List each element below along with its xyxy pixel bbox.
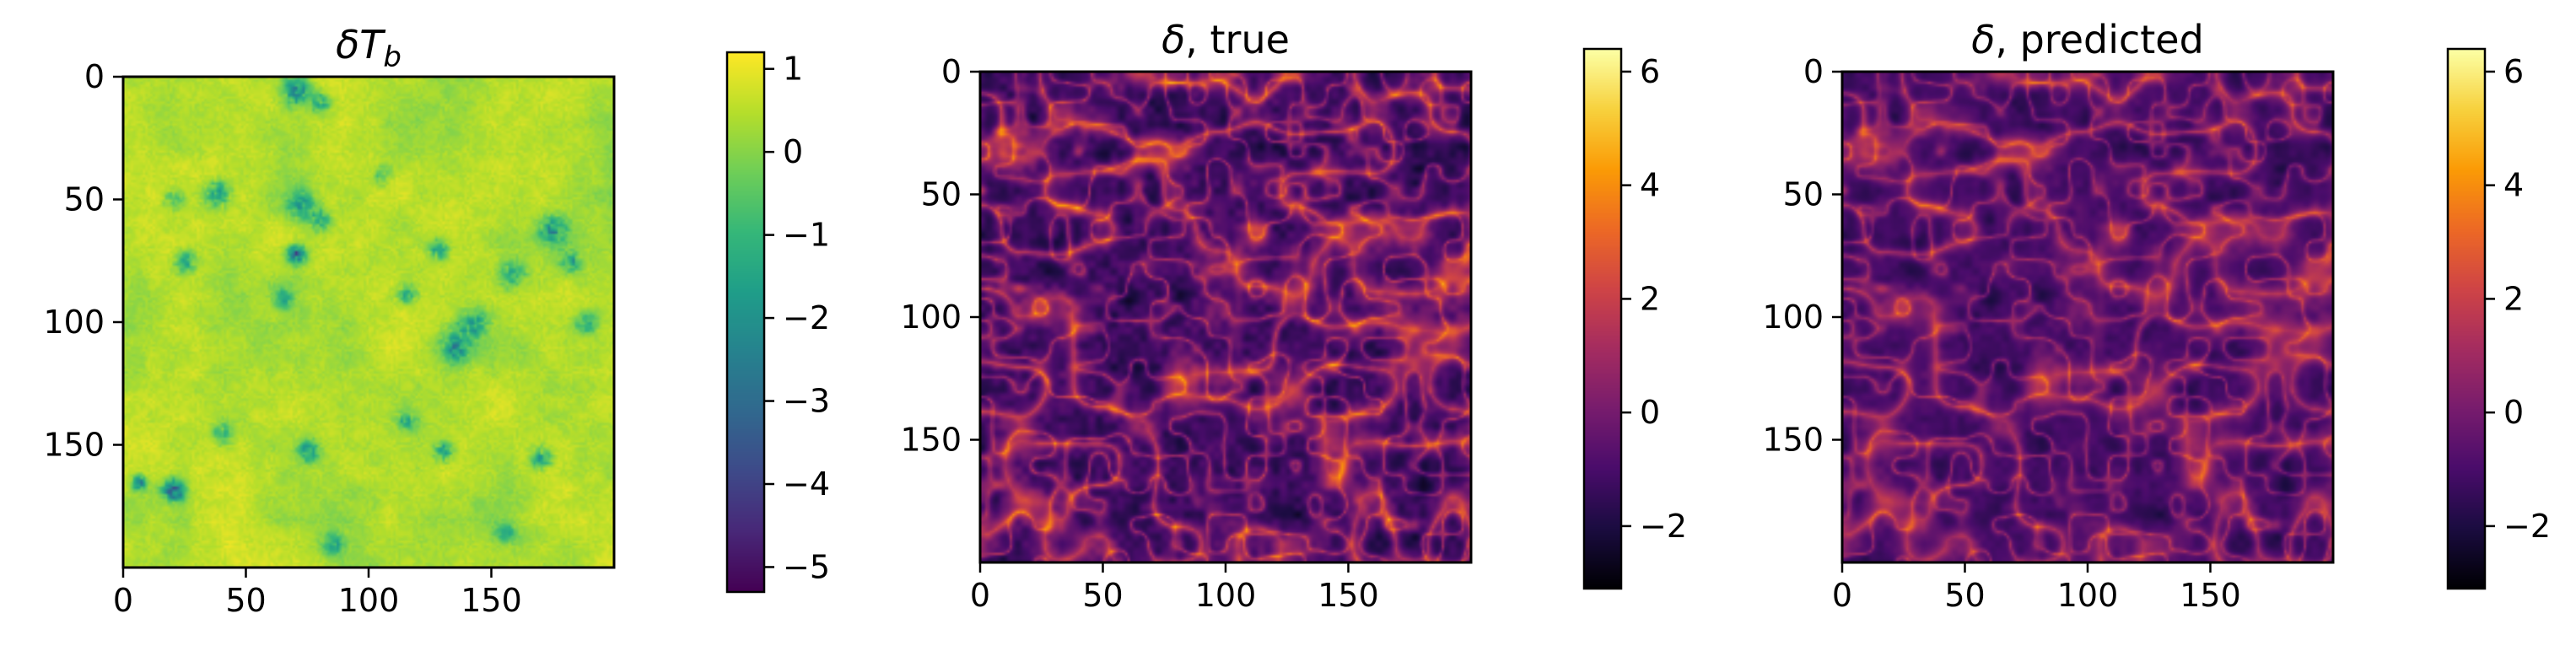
colorbar-tick-label: 6 (1640, 53, 1660, 90)
colorbar-tick-label: −4 (783, 465, 830, 503)
y-tick-label: 150 (1762, 422, 1824, 459)
colorbar-tick-label: −2 (2503, 508, 2551, 545)
panel-2: δ, true 0 50 100 150 0 50 100 150 6 4 2 0 −2 (900, 17, 1687, 614)
y-tick-label: 100 (43, 304, 105, 341)
y-tick-label: 50 (1783, 176, 1824, 213)
x-tick-label: 150 (2180, 577, 2241, 614)
x-tick-label: 150 (1318, 577, 1379, 614)
y-tick-label: 50 (921, 176, 962, 213)
y-tick-label: 100 (1762, 299, 1824, 336)
heatmap-image (123, 77, 614, 568)
colorbar-frame (2446, 47, 2487, 590)
title-rest: , predicted (1995, 17, 2203, 62)
x-tick-label: 150 (461, 582, 522, 619)
heatmap-image (1842, 72, 2333, 562)
colorbar-tick-label: 1 (783, 51, 803, 88)
x-tick-label: 0 (113, 582, 133, 619)
title-symbol: δ (1161, 17, 1185, 62)
colorbar-tick-label: 2 (1640, 280, 1660, 317)
panel-3: δ, predicted 0 50 100 150 0 50 100 150 6 4 2 0 −2 (1762, 17, 2551, 614)
title-subscript: b (383, 40, 401, 74)
colorbar-tick-label: 0 (1640, 394, 1660, 431)
colorbar-tick-label: −2 (783, 299, 830, 336)
y-tick-label: 50 (64, 181, 105, 218)
y-tick-label: 0 (941, 53, 962, 90)
y-tick-label: 0 (1803, 53, 1824, 90)
panel-1: δTb 0 50 100 150 0 50 100 150 1 0 −1 −2 −3 −4 −5 (43, 22, 830, 619)
colorbar-tick-label: 2 (2503, 280, 2524, 317)
title-main: δT (336, 22, 386, 67)
panel-title: δ, true (1161, 17, 1290, 62)
x-tick-label: 100 (1195, 577, 1257, 614)
x-tick-label: 100 (2057, 577, 2119, 614)
colorbar-tick-label: −5 (783, 548, 830, 585)
x-tick-label: 0 (970, 577, 990, 614)
colorbar-tick-label: 4 (1640, 167, 1660, 204)
colorbar-tick-label: −2 (1640, 508, 1687, 545)
colorbar-tick-label: 0 (2503, 394, 2524, 431)
colorbar-gradient (2448, 49, 2485, 589)
colorbar-tick-label: 6 (2503, 53, 2524, 90)
colorbar-frame (725, 51, 766, 594)
colorbar-tick-label: 0 (783, 133, 803, 170)
x-tick-label: 50 (1082, 577, 1123, 614)
y-tick-label: 150 (900, 422, 962, 459)
y-tick-label: 0 (84, 58, 105, 95)
x-tick-label: 50 (225, 582, 266, 619)
heatmap-image (980, 72, 1471, 562)
title-symbol: δ (1971, 17, 1995, 62)
x-tick-label: 100 (338, 582, 400, 619)
colorbar-tick-label: 4 (2503, 167, 2524, 204)
y-tick-label: 150 (43, 427, 105, 464)
colorbar-gradient (727, 52, 764, 592)
title-rest: , true (1185, 17, 1290, 62)
panel-title: δTb (336, 22, 401, 74)
colorbar-tick-label: −3 (783, 383, 830, 420)
panel-title: δ, predicted (1971, 17, 2204, 62)
y-tick-label: 100 (900, 299, 962, 336)
colorbar-tick-label: −1 (783, 217, 830, 254)
x-tick-label: 0 (1832, 577, 1852, 614)
colorbar-gradient (1584, 49, 1621, 589)
colorbar-frame (1582, 47, 1623, 590)
x-tick-label: 50 (1944, 577, 1985, 614)
